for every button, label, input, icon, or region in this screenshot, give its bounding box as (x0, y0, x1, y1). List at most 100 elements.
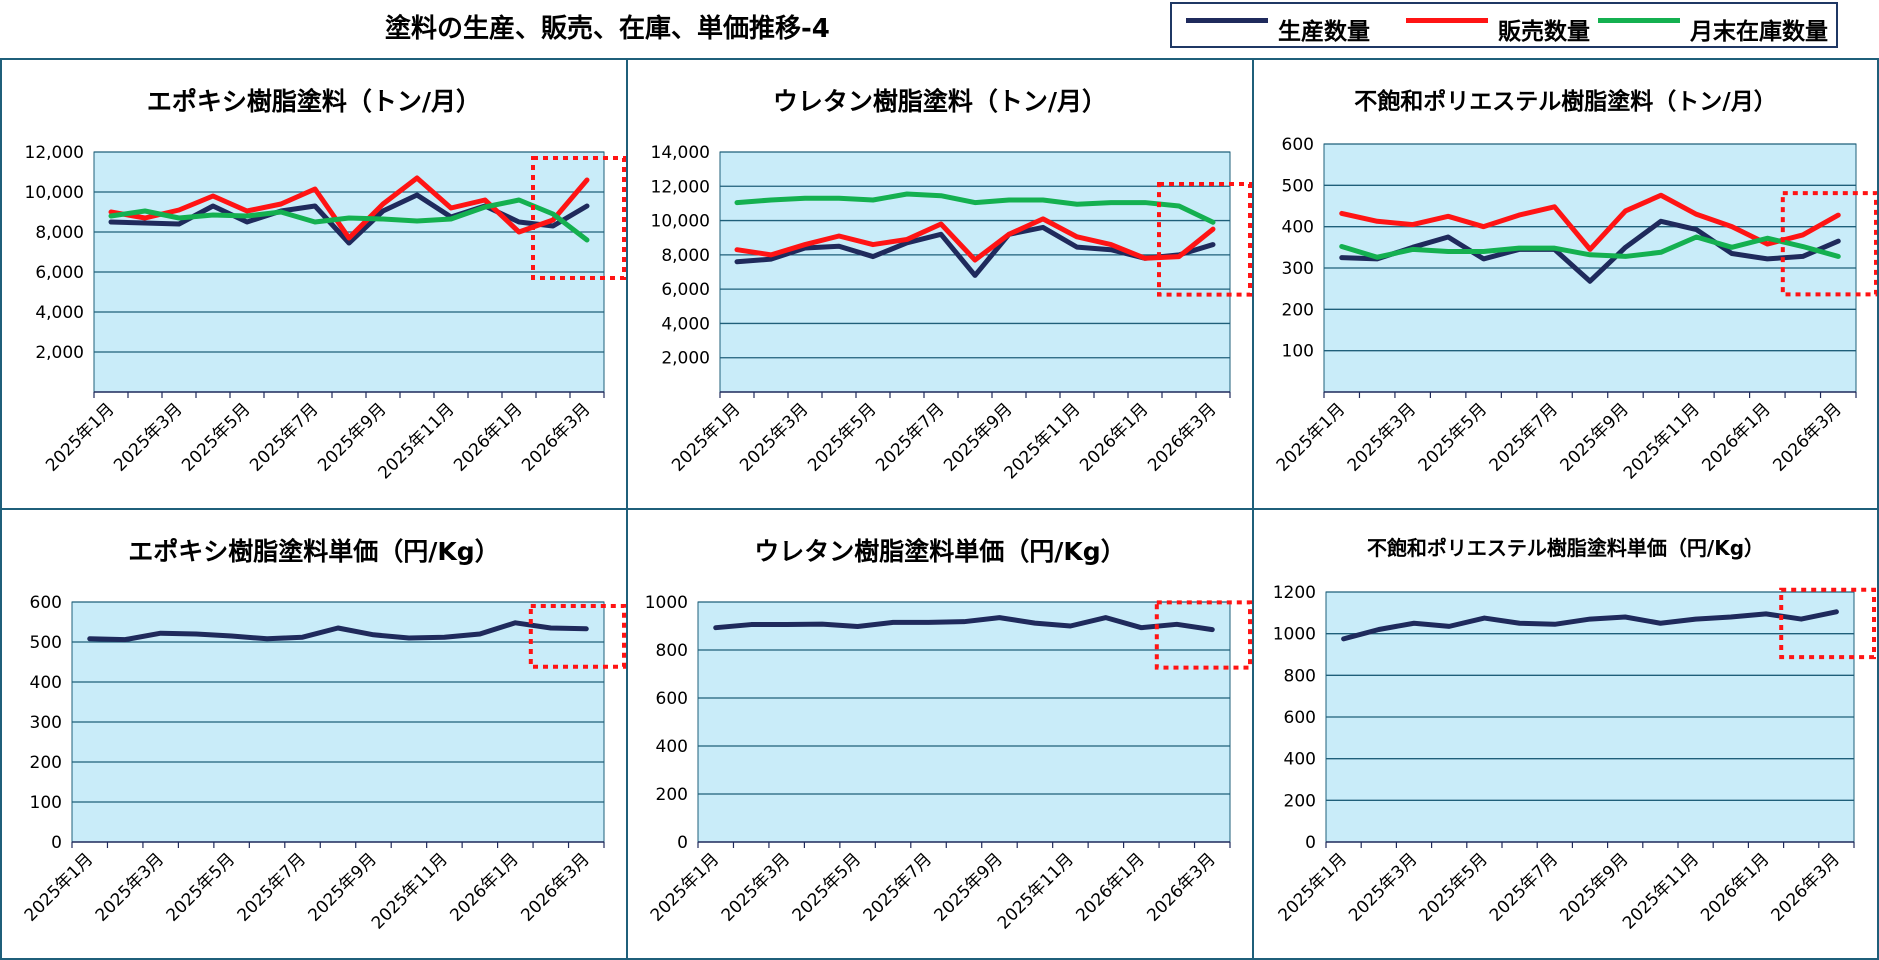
y-tick-label: 12,000 (651, 177, 710, 197)
y-tick-label: 8,000 (35, 223, 84, 243)
y-tick-label: 100 (30, 793, 62, 813)
x-tick-label: 2025年3月 (110, 399, 186, 475)
legend-line-sales (1406, 18, 1488, 23)
chart-title: ウレタン樹脂塗料（トン/月） (772, 87, 1108, 116)
y-tick-label: 600 (30, 593, 62, 613)
highlight-box (528, 604, 626, 669)
page-title: 塗料の生産、販売、在庫、単価推移-4 (385, 14, 830, 44)
y-tick-label: 400 (1282, 218, 1314, 238)
chart-svg: 0 100 200 300 400 500 600 2025年1月2025年3月2025年5月… (21, 593, 626, 933)
x-tick-label: 2025年7月 (1486, 849, 1562, 925)
chart-panel-epoxy-price: エポキシ樹脂塗料単価（円/Kg） 0 100 200 300 400 500 600 2025… (0, 508, 628, 960)
y-tick-label: 800 (656, 641, 688, 661)
chart-title: 不飽和ポリエステル樹脂塗料単価（円/Kg） (1366, 536, 1765, 560)
y-tick-label: 400 (30, 673, 62, 693)
series-line-1 (1339, 218, 1841, 284)
x-tick-label: 2025年7月 (1486, 399, 1562, 475)
y-tick-label: 200 (1284, 791, 1316, 811)
y-tick-label: 1200 (1273, 583, 1316, 603)
chart-title: エポキシ樹脂塗料単価（円/Kg） (128, 537, 500, 566)
chart-title: 不飽和ポリエステル樹脂塗料（トン/月） (1354, 89, 1777, 115)
x-tick-label: 2025年7月 (860, 849, 936, 925)
y-tick-label: 1000 (1273, 625, 1316, 645)
x-tick-label: 2025年9月 (1557, 399, 1633, 475)
y-tick-label: 600 (656, 689, 688, 709)
y-tick-label: 300 (30, 713, 62, 733)
y-tick-label: 6,000 (661, 280, 710, 300)
y-tick-label: 0 (1305, 833, 1316, 853)
x-tick-label: 2025年9月 (931, 849, 1007, 925)
x-tick-label: 2026年1月 (1076, 399, 1152, 475)
chart-svg: 2,000 4,000 6,000 8,000 10,000 12,000 14,000 20… (651, 143, 1252, 483)
legend-label-sales: 販売数量 (1498, 19, 1590, 45)
y-tick-label: 0 (51, 833, 62, 853)
x-tick-label: 2025年5月 (789, 849, 865, 925)
highlight-box (531, 156, 626, 280)
x-tick-label: 2025年9月 (305, 849, 381, 925)
x-tick-label: 2025年3月 (92, 849, 168, 925)
y-tick-label: 600 (1284, 708, 1316, 728)
series-line-3 (734, 191, 1216, 225)
x-tick-label: 2025年3月 (718, 849, 794, 925)
x-tick-label: 2026年3月 (1143, 849, 1219, 925)
y-tick-label: 400 (656, 737, 688, 757)
x-tick-label: 2025年11月 (1619, 849, 1703, 933)
series-line-3 (108, 197, 590, 243)
chart-svg: 020040060080010002025年1月2025年3月2025年5月20… (645, 593, 1252, 933)
legend-label-production: 生産数量 (1278, 19, 1370, 45)
series-line-1 (713, 615, 1215, 633)
x-tick-label: 2025年7月 (234, 849, 310, 925)
x-tick-label: 2026年3月 (1144, 399, 1220, 475)
y-tick-label: 200 (30, 753, 62, 773)
series-line-2 (734, 216, 1216, 263)
x-tick-label: 2026年1月 (446, 849, 522, 925)
chart-panel-polyester-volume: 不飽和ポリエステル樹脂塗料（トン/月） 100 200 300 400 500 600 20… (1252, 58, 1879, 510)
x-tick-label: 2025年9月 (1556, 849, 1632, 925)
series-line-1 (87, 620, 589, 643)
x-tick-label: 2025年1月 (21, 849, 97, 925)
y-tick-label: 400 (1284, 750, 1316, 770)
x-tick-label: 2025年3月 (1345, 849, 1421, 925)
x-tick-label: 2025年5月 (1415, 399, 1491, 475)
plot-area (697, 601, 1231, 843)
series-line-3 (1339, 234, 1841, 260)
series-line-2 (108, 175, 590, 241)
x-tick-label: 2025年11月 (994, 849, 1078, 933)
x-tick-label: 2026年1月 (1698, 399, 1774, 475)
y-tick-label: 1000 (645, 593, 688, 613)
x-tick-label: 2026年1月 (1072, 849, 1148, 925)
y-tick-label: 500 (1282, 176, 1314, 196)
legend-label-inventory: 月末在庫数量 (1690, 19, 1828, 45)
x-tick-label: 2025年5月 (163, 849, 239, 925)
y-tick-label: 0 (677, 833, 688, 853)
chart-panel-epoxy-volume: エポキシ樹脂塗料（トン/月） 2,000 4,000 6,000 8,000 10,00… (0, 58, 628, 510)
y-tick-label: 4,000 (661, 314, 710, 334)
x-tick-label: 2026年1月 (450, 399, 526, 475)
y-tick-label: 500 (30, 633, 62, 653)
x-tick-label: 2025年3月 (736, 399, 812, 475)
y-tick-label: 8,000 (661, 246, 710, 266)
y-tick-label: 4,000 (35, 303, 84, 323)
x-tick-label: 2025年1月 (42, 399, 118, 475)
legend-line-inventory (1598, 18, 1680, 23)
x-tick-label: 2025年1月 (1275, 849, 1351, 925)
x-tick-label: 2026年3月 (518, 399, 594, 475)
y-tick-label: 2,000 (661, 349, 710, 369)
y-tick-label: 600 (1282, 135, 1314, 155)
chart-panel-urethane-price: ウレタン樹脂塗料単価（円/Kg） 0 200 400 600 800 1000 2025年1… (626, 508, 1254, 960)
series-line-2 (1339, 192, 1841, 252)
chart-title: エポキシ樹脂塗料（トン/月） (146, 87, 482, 116)
x-tick-label: 2026年1月 (1697, 849, 1773, 925)
chart-panel-polyester-price: 不飽和ポリエステル樹脂塗料単価（円/Kg） 0 200 400 600 800 1000 1… (1252, 508, 1879, 960)
y-tick-label: 800 (1284, 666, 1316, 686)
x-tick-label: 2025年11月 (1620, 399, 1704, 483)
y-tick-label: 14,000 (651, 143, 710, 163)
x-tick-label: 2025年7月 (872, 399, 948, 475)
x-tick-label: 2025年5月 (178, 399, 254, 475)
x-tick-label: 2026年3月 (1768, 849, 1844, 925)
x-tick-label: 2025年1月 (1273, 399, 1349, 475)
chart-svg: 1002003004005006002025年1月2025年3月2025年5月2… (1273, 135, 1877, 483)
highlight-box (1154, 600, 1252, 670)
y-tick-label: 12,000 (25, 143, 84, 163)
